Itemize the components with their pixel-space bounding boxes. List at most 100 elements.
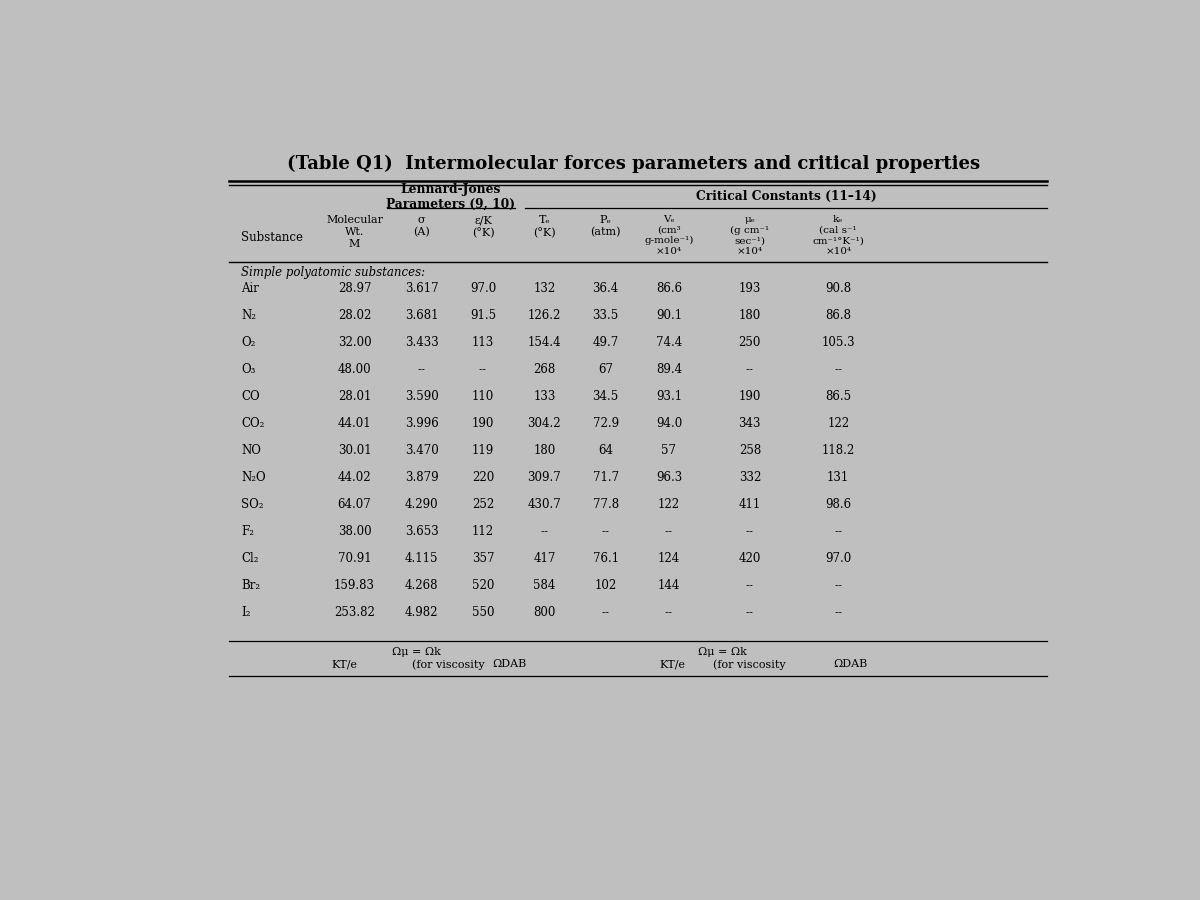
Text: 159.83: 159.83 (334, 579, 376, 592)
Text: 420: 420 (739, 552, 761, 565)
Text: --: -- (601, 525, 610, 538)
Text: 3.617: 3.617 (404, 282, 438, 294)
Text: 126.2: 126.2 (528, 309, 562, 321)
Text: --: -- (665, 525, 673, 538)
Text: 132: 132 (533, 282, 556, 294)
Text: 28.01: 28.01 (338, 390, 371, 403)
Text: Vₑ
(cm³
g-mole⁻¹)
×10⁴: Vₑ (cm³ g-mole⁻¹) ×10⁴ (644, 215, 694, 256)
Text: μₑ
(g cm⁻¹
sec⁻¹)
×10⁴: μₑ (g cm⁻¹ sec⁻¹) ×10⁴ (731, 215, 769, 256)
Text: 64.07: 64.07 (337, 498, 372, 511)
Text: 113: 113 (472, 336, 494, 348)
Text: 3.433: 3.433 (404, 336, 438, 348)
Text: 520: 520 (472, 579, 494, 592)
Text: --: -- (834, 525, 842, 538)
Text: 252: 252 (472, 498, 494, 511)
Text: 258: 258 (739, 444, 761, 457)
Text: 3.470: 3.470 (404, 444, 438, 457)
Text: 118.2: 118.2 (822, 444, 854, 457)
Text: N₂: N₂ (241, 309, 256, 321)
Text: Ωμ = Ωk: Ωμ = Ωk (697, 647, 746, 657)
Text: --: -- (746, 525, 754, 538)
Text: 309.7: 309.7 (528, 471, 562, 484)
Text: 220: 220 (472, 471, 494, 484)
Text: 190: 190 (472, 417, 494, 430)
Text: 3.879: 3.879 (404, 471, 438, 484)
Text: ε/K
(°K): ε/K (°K) (472, 215, 494, 238)
Text: 96.3: 96.3 (656, 471, 682, 484)
Text: Lennard-Jones
Parameters (9, 10): Lennard-Jones Parameters (9, 10) (386, 183, 515, 211)
Text: CO: CO (241, 390, 259, 403)
Text: --: -- (834, 579, 842, 592)
Text: 357: 357 (472, 552, 494, 565)
Text: --: -- (834, 363, 842, 376)
Text: 74.4: 74.4 (656, 336, 682, 348)
Text: 154.4: 154.4 (528, 336, 562, 348)
Text: 30.01: 30.01 (337, 444, 372, 457)
Text: SO₂: SO₂ (241, 498, 264, 511)
Text: 71.7: 71.7 (593, 471, 619, 484)
Text: 105.3: 105.3 (821, 336, 856, 348)
Text: 94.0: 94.0 (656, 417, 682, 430)
Text: 3.681: 3.681 (404, 309, 438, 321)
Text: O₃: O₃ (241, 363, 256, 376)
Text: 800: 800 (533, 606, 556, 619)
Text: 90.8: 90.8 (826, 282, 851, 294)
Text: 38.00: 38.00 (337, 525, 372, 538)
Text: (Table Q1)  Intermolecular forces parameters and critical properties: (Table Q1) Intermolecular forces paramet… (287, 154, 980, 173)
Text: Air: Air (241, 282, 259, 294)
Text: 28.97: 28.97 (338, 282, 371, 294)
Text: NO: NO (241, 444, 262, 457)
Text: --: -- (479, 363, 487, 376)
Text: 44.01: 44.01 (337, 417, 372, 430)
Text: 76.1: 76.1 (593, 552, 619, 565)
Text: Molecular
Wt.
M: Molecular Wt. M (326, 215, 383, 248)
Text: 3.590: 3.590 (404, 390, 438, 403)
Text: 86.8: 86.8 (826, 309, 851, 321)
Text: 57: 57 (661, 444, 677, 457)
Text: 102: 102 (594, 579, 617, 592)
Text: 3.653: 3.653 (404, 525, 438, 538)
Text: 430.7: 430.7 (528, 498, 562, 511)
Text: 32.00: 32.00 (337, 336, 372, 348)
Text: 64: 64 (599, 444, 613, 457)
Text: 193: 193 (739, 282, 761, 294)
Text: 122: 122 (827, 417, 850, 430)
Text: 49.7: 49.7 (593, 336, 619, 348)
Text: 89.4: 89.4 (656, 363, 682, 376)
Text: 411: 411 (739, 498, 761, 511)
Text: 97.0: 97.0 (470, 282, 496, 294)
Text: 131: 131 (827, 471, 850, 484)
Text: kₑ
(cal s⁻¹
cm⁻¹°K⁻¹)
×10⁴: kₑ (cal s⁻¹ cm⁻¹°K⁻¹) ×10⁴ (812, 215, 864, 256)
Text: Ωμ = Ωk: Ωμ = Ωk (392, 647, 442, 657)
Text: (for viscosity: (for viscosity (713, 659, 785, 670)
Text: 332: 332 (739, 471, 761, 484)
Text: 144: 144 (658, 579, 680, 592)
Text: 48.00: 48.00 (337, 363, 372, 376)
Text: 33.5: 33.5 (593, 309, 619, 321)
Text: 77.8: 77.8 (593, 498, 619, 511)
Text: 417: 417 (533, 552, 556, 565)
Text: 97.0: 97.0 (826, 552, 851, 565)
Text: 86.6: 86.6 (656, 282, 682, 294)
Text: --: -- (418, 363, 426, 376)
Text: 34.5: 34.5 (593, 390, 619, 403)
Text: 44.02: 44.02 (337, 471, 372, 484)
Text: 343: 343 (739, 417, 761, 430)
Text: 72.9: 72.9 (593, 417, 619, 430)
Text: 36.4: 36.4 (593, 282, 619, 294)
Text: 112: 112 (472, 525, 494, 538)
Text: --: -- (746, 579, 754, 592)
Text: (for viscosity: (for viscosity (413, 659, 485, 670)
Text: 4.982: 4.982 (404, 606, 438, 619)
Text: 180: 180 (739, 309, 761, 321)
Text: 550: 550 (472, 606, 494, 619)
Text: 28.02: 28.02 (338, 309, 371, 321)
Text: 90.1: 90.1 (656, 309, 682, 321)
Text: O₂: O₂ (241, 336, 256, 348)
Text: --: -- (834, 606, 842, 619)
Text: --: -- (746, 363, 754, 376)
Text: F₂: F₂ (241, 525, 254, 538)
Text: 268: 268 (533, 363, 556, 376)
Text: 119: 119 (472, 444, 494, 457)
Text: 67: 67 (599, 363, 613, 376)
